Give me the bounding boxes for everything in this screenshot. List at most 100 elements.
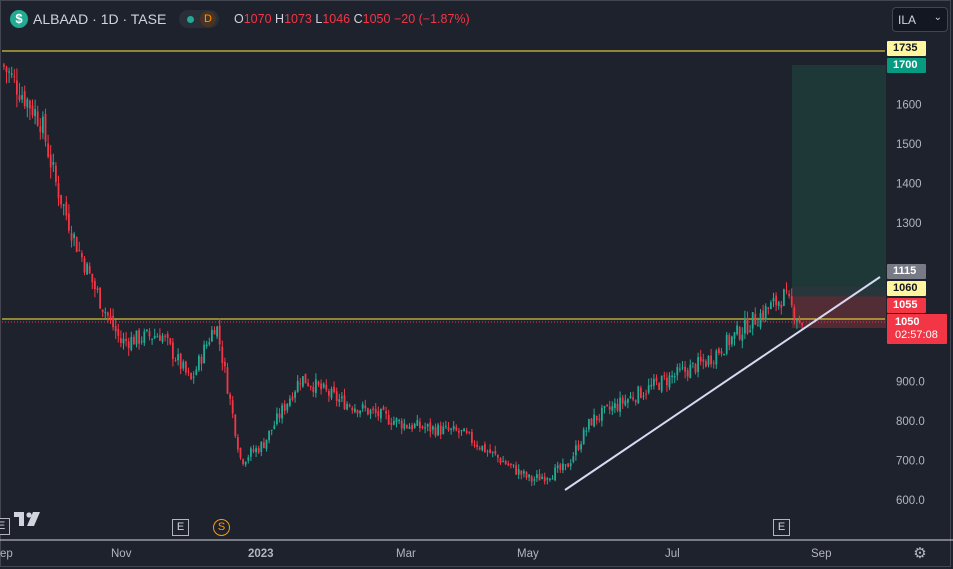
candle — [582, 427, 585, 445]
candle-body — [296, 380, 299, 393]
y-tick-label: 900.0 — [896, 376, 925, 388]
candle — [627, 398, 629, 409]
candle-body — [393, 420, 395, 425]
price-tag-entry: 1060 — [887, 281, 926, 296]
y-tick-label: 1400 — [896, 179, 922, 191]
candle-body — [31, 105, 34, 116]
candle — [146, 329, 148, 333]
market-status-badge[interactable]: D — [179, 10, 219, 28]
settings-gear-icon[interactable]: ⚙ — [913, 545, 927, 562]
currency-select[interactable]: ILA ⌄ — [892, 7, 948, 32]
x-tick-label: Jul — [665, 548, 680, 560]
candle-body — [484, 444, 486, 452]
candle — [715, 348, 718, 369]
candle-body — [5, 66, 8, 72]
candle — [411, 422, 413, 432]
dollar-icon[interactable]: $ — [10, 10, 28, 28]
candle — [751, 312, 754, 336]
candle — [328, 388, 330, 402]
candle-body — [317, 381, 320, 385]
candle — [419, 418, 421, 432]
candle — [348, 403, 351, 408]
candle — [406, 424, 408, 429]
earnings-marker[interactable]: E — [172, 519, 189, 536]
candle-body — [608, 406, 611, 410]
candle-body — [273, 425, 276, 430]
candle-body — [416, 420, 419, 426]
candle-body — [754, 313, 757, 325]
candle-body — [699, 356, 702, 362]
candle — [356, 409, 359, 418]
candle — [408, 423, 411, 429]
candle — [242, 458, 244, 466]
candle — [289, 395, 291, 408]
candle — [151, 338, 153, 345]
candle — [619, 391, 621, 417]
candle-body — [491, 451, 494, 453]
candle-body — [21, 95, 23, 100]
candle-body — [205, 344, 208, 347]
candle-body — [733, 332, 736, 339]
candle — [585, 427, 588, 437]
candle — [603, 405, 606, 414]
candle-body — [525, 472, 528, 478]
candle-body — [624, 400, 627, 406]
candle — [333, 381, 335, 394]
candle — [354, 404, 356, 414]
candle-body — [528, 474, 530, 478]
candle — [109, 308, 112, 324]
candle-body — [780, 304, 783, 308]
candle-body — [556, 465, 559, 468]
candle-body — [619, 397, 621, 412]
candle-body — [432, 426, 434, 430]
candle-body — [595, 415, 598, 421]
candle-body — [408, 426, 411, 429]
earnings-marker-upcoming[interactable]: E — [773, 519, 790, 536]
candle-body — [650, 384, 653, 387]
candle-body — [320, 383, 322, 390]
candle — [549, 477, 551, 482]
candle — [208, 337, 211, 347]
candle-body — [601, 407, 603, 421]
candle — [468, 431, 471, 435]
candle — [309, 385, 312, 391]
candle-body — [294, 391, 296, 398]
session-badge-label: D — [200, 11, 216, 27]
candle-body — [338, 399, 341, 402]
candle-body — [442, 426, 445, 434]
candle-body — [44, 113, 47, 142]
x-tick-label: Nov — [111, 548, 132, 560]
candle — [283, 400, 286, 415]
earnings-marker-left-edge[interactable]: E — [0, 518, 10, 535]
candle — [60, 194, 62, 209]
candle — [689, 359, 692, 379]
candle — [377, 406, 380, 421]
candle — [447, 421, 450, 432]
candle — [606, 403, 608, 407]
price-tag-horizontal-line: 1735 — [887, 41, 926, 56]
candle — [255, 445, 257, 458]
x-tick-label: Sep — [811, 548, 831, 560]
candle — [182, 359, 185, 371]
candle — [112, 308, 114, 331]
candle-body — [55, 165, 57, 183]
candle-body — [143, 331, 146, 343]
candle — [44, 108, 47, 147]
split-marker[interactable]: S — [213, 519, 230, 536]
candle-body — [361, 404, 364, 409]
candle — [611, 401, 614, 416]
candle — [632, 391, 634, 402]
candle — [5, 65, 8, 84]
candle — [23, 85, 26, 110]
candle-body — [642, 395, 645, 397]
candle-body — [252, 449, 255, 452]
symbol-title[interactable]: ALBAAD · 1D · TASE — [33, 11, 167, 27]
candle-body — [783, 289, 785, 306]
candle — [473, 440, 476, 448]
tradingview-logo-icon[interactable] — [14, 510, 46, 528]
candle — [562, 458, 564, 474]
candle — [390, 417, 393, 430]
candle-body — [107, 312, 109, 316]
candle-body — [400, 420, 403, 429]
